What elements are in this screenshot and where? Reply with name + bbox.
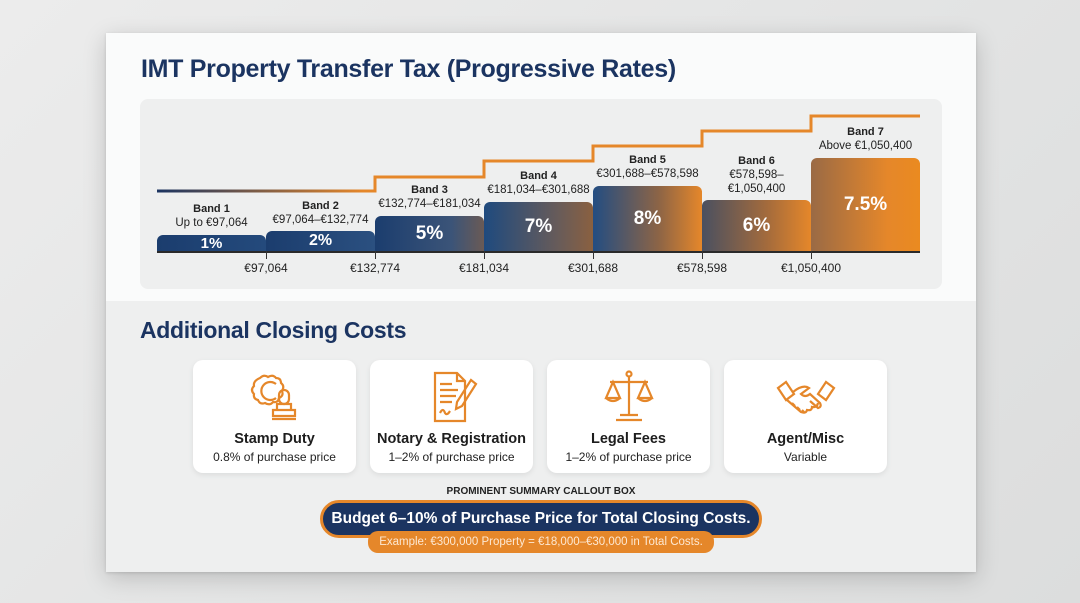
card-subtitle: Variable xyxy=(783,450,828,464)
band-label-3: Band 3 €132,774–€181,034 xyxy=(378,184,481,210)
band-bar-1: 1% xyxy=(157,235,266,252)
card-subtitle: 1–2% of purchase price xyxy=(565,450,692,464)
band-label-1: Band 1 Up to €97,064 xyxy=(175,203,248,229)
x-tick xyxy=(375,251,376,259)
section-title: Additional Closing Costs xyxy=(140,317,407,343)
x-tick-label: €578,598 xyxy=(676,261,728,275)
x-tick xyxy=(484,251,485,259)
band-bar-7: 7.5% xyxy=(811,158,920,251)
card-agent-misc: Agent/Misc Variable xyxy=(724,360,887,473)
card-stamp-duty: Stamp Duty 0.8% of purchase price xyxy=(193,360,356,473)
card-legal-fees: Legal Fees 1–2% of purchase price xyxy=(547,360,710,473)
card-title: Agent/Misc xyxy=(766,431,845,447)
page-title: IMT Property Transfer Tax (Progressive R… xyxy=(141,55,676,83)
step-line xyxy=(157,114,920,193)
x-tick xyxy=(593,251,594,259)
card-title: Legal Fees xyxy=(591,431,666,447)
band-label-2: Band 2 €97,064–€132,774 xyxy=(272,200,369,226)
callout-example: Example: €300,000 Property = €18,000–€30… xyxy=(368,531,714,553)
closing-costs-section: Additional Closing Costs Stamp Duty 0.8%… xyxy=(106,301,976,572)
scales-icon xyxy=(603,370,654,422)
x-tick-label: €1,050,400 xyxy=(780,261,842,275)
band-bar-4: 7% xyxy=(484,202,593,251)
x-axis xyxy=(157,251,920,253)
band-bar-2: 2% xyxy=(266,231,375,251)
band-label-6: Band 6 €578,598– €1,050,400 xyxy=(727,155,786,195)
card-title: Stamp Duty xyxy=(234,431,315,447)
cost-cards: Stamp Duty 0.8% of purchase price Notary… xyxy=(193,360,887,473)
handshake-icon xyxy=(776,380,835,414)
x-tick xyxy=(811,251,812,259)
band-bar-6: 6% xyxy=(702,200,811,251)
x-tick-label: €181,034 xyxy=(458,261,510,275)
band-label-5: Band 5 €301,688–€578,598 xyxy=(596,154,699,180)
x-tick-label: €132,774 xyxy=(349,261,401,275)
slide: IMT Property Transfer Tax (Progressive R… xyxy=(106,33,976,572)
x-tick xyxy=(702,251,703,259)
card-subtitle: 0.8% of purchase price xyxy=(213,450,336,464)
x-tick-label: €97,064 xyxy=(244,261,288,275)
card-notary-registration: Notary & Registration 1–2% of purchase p… xyxy=(370,360,533,473)
band-bar-3: 5% xyxy=(375,216,484,251)
stamp-icon xyxy=(250,374,296,421)
document-sign-icon xyxy=(433,371,477,423)
callout-label: PROMINENT SUMMARY CALLOUT BOX xyxy=(446,486,636,497)
band-label-7: Band 7 Above €1,050,400 xyxy=(818,126,913,152)
band-bar-5: 8% xyxy=(593,186,702,251)
tax-band-chart: 1% 2% 5% 7% 8% 6% 7.5% Band 1 Up to €97,0… xyxy=(140,99,942,289)
band-label-4: Band 4 €181,034–€301,688 xyxy=(487,170,590,196)
x-tick-label: €301,688 xyxy=(567,261,619,275)
x-tick xyxy=(266,251,267,259)
card-subtitle: 1–2% of purchase price xyxy=(388,450,515,464)
card-title: Notary & Registration xyxy=(376,431,527,447)
